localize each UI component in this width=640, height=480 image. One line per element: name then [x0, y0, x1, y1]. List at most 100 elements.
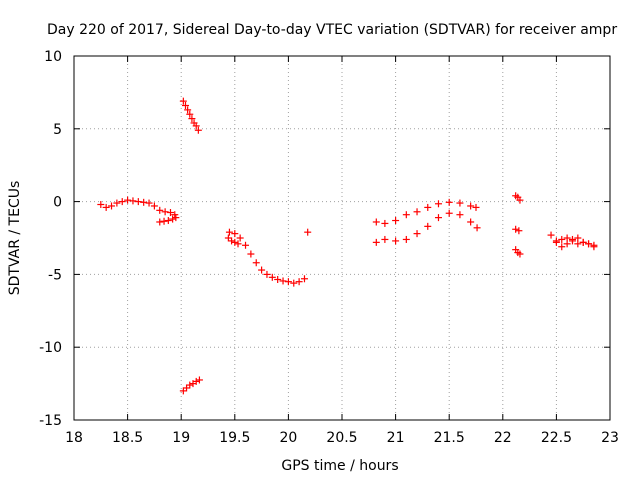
data-point: [184, 106, 192, 114]
data-point: [467, 218, 475, 226]
y-tick-label: -15: [39, 413, 62, 429]
data-point: [515, 227, 523, 235]
data-point: [258, 266, 266, 274]
y-tick-label: -5: [48, 267, 62, 283]
data-point: [124, 196, 132, 204]
data-point: [467, 202, 475, 210]
axis-ticks: [73, 55, 611, 421]
data-point: [188, 115, 196, 123]
data-point: [579, 238, 587, 246]
data-point: [456, 211, 464, 219]
data-point: [472, 203, 480, 211]
data-points: [97, 97, 598, 395]
data-point: [231, 230, 239, 238]
data-point: [181, 102, 189, 110]
data-point: [231, 238, 239, 246]
data-point: [372, 218, 380, 226]
data-point: [568, 235, 576, 243]
data-point: [156, 218, 164, 226]
data-point: [236, 234, 244, 242]
data-point: [194, 126, 202, 134]
data-point: [164, 217, 172, 225]
data-point: [234, 240, 242, 248]
y-axis-label: SDTVAR / TECUs: [7, 181, 23, 296]
data-point: [473, 224, 481, 232]
data-point: [156, 206, 164, 214]
data-point: [456, 199, 464, 207]
data-point: [161, 208, 169, 216]
data-point: [585, 240, 593, 248]
data-point: [102, 203, 110, 211]
data-point: [434, 214, 442, 222]
x-tick-label: 22.5: [541, 430, 572, 446]
data-point: [424, 203, 432, 211]
data-point: [558, 243, 566, 251]
x-tick-label: 20: [279, 430, 297, 446]
data-point: [424, 222, 432, 230]
x-tick-label: 19: [172, 430, 190, 446]
data-point: [228, 237, 236, 245]
data-point: [413, 230, 421, 238]
data-point: [113, 199, 121, 207]
data-point: [516, 196, 524, 204]
data-point: [129, 197, 137, 205]
x-tick-label: 21: [387, 430, 405, 446]
chart-title: Day 220 of 2017, Sidereal Day-to-day VTE…: [47, 22, 617, 38]
grid-lines: [74, 56, 610, 420]
data-point: [445, 198, 453, 206]
data-point: [166, 209, 174, 217]
data-point: [274, 275, 282, 283]
data-point: [413, 208, 421, 216]
data-point: [547, 231, 555, 239]
data-point: [186, 381, 194, 389]
data-point: [140, 198, 148, 206]
data-point: [108, 202, 116, 210]
data-point: [247, 250, 255, 258]
data-point: [558, 235, 566, 243]
x-tick-label: 23: [601, 430, 619, 446]
data-point: [169, 215, 177, 223]
data-point: [284, 278, 292, 286]
data-point: [434, 200, 442, 208]
data-point: [392, 237, 400, 245]
data-point: [268, 273, 276, 281]
data-point: [290, 279, 298, 287]
data-point: [372, 238, 380, 246]
data-point: [279, 277, 287, 285]
data-point: [402, 235, 410, 243]
data-point: [179, 97, 187, 105]
data-point: [118, 198, 126, 206]
y-tick-label: 0: [53, 195, 62, 211]
data-point: [195, 376, 203, 384]
data-point: [295, 278, 303, 286]
data-point: [150, 202, 158, 210]
y-tick-label: -10: [39, 340, 62, 356]
y-tick-labels: 10 5 0 -5 -10 -15: [39, 49, 62, 429]
x-tick-label: 20.5: [326, 430, 357, 446]
data-point: [392, 217, 400, 225]
data-point: [563, 234, 571, 242]
data-point: [381, 235, 389, 243]
data-point: [402, 211, 410, 219]
data-point: [252, 259, 260, 267]
data-point: [145, 199, 153, 207]
data-point: [263, 270, 271, 278]
data-point: [445, 209, 453, 217]
data-point: [192, 377, 200, 385]
x-tick-label: 18.5: [112, 430, 143, 446]
data-point: [590, 243, 598, 251]
data-point: [381, 219, 389, 227]
data-point: [516, 250, 524, 258]
x-axis-label: GPS time / hours: [281, 458, 398, 474]
x-tick-label: 18: [65, 430, 83, 446]
plot-frame: [73, 55, 611, 421]
data-point: [172, 214, 180, 222]
data-point: [304, 228, 312, 236]
data-point: [97, 201, 105, 209]
y-tick-label: 10: [44, 49, 62, 65]
y-tick-label: 5: [53, 122, 62, 138]
x-tick-label: 21.5: [434, 430, 465, 446]
x-tick-label: 19.5: [219, 430, 250, 446]
data-point: [134, 198, 142, 206]
